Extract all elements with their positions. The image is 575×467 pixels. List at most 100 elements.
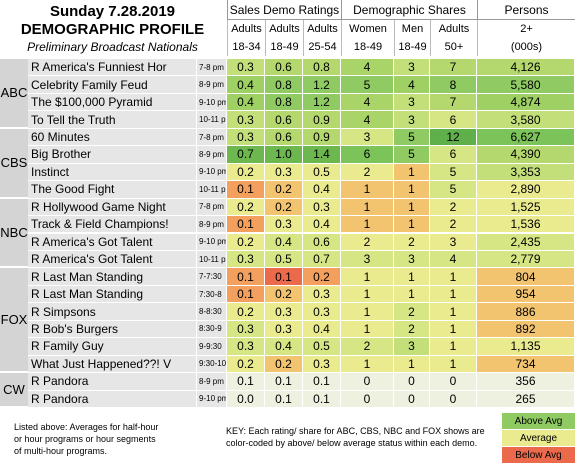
rating-cell: 0.2 [227,233,265,251]
rating-cell: 0.4 [265,338,303,356]
air-time: 7-8 pm [197,198,227,217]
show-name: R America's Got Talent [28,250,197,269]
column-header: 18-49 [265,38,303,56]
rating-cell: 1 [394,216,430,234]
air-time: 9-10 pm [197,390,227,408]
rating-cell: 0.1 [303,390,341,408]
rating-cell: 0.3 [265,163,303,182]
rating-cell: 0.2 [265,355,303,374]
show-name: R America's Funniest Hor [28,59,197,77]
air-time: 7-8 pm [197,128,227,147]
rating-cell: 1,135 [477,338,575,356]
rating-cell: 6 [341,146,394,164]
rating-cell: 0.8 [265,93,303,112]
rating-cell: 2,779 [477,250,575,269]
title: Sunday 7.28.2019 [49,2,176,20]
subtitle: DEMOGRAPHIC PROFILE [20,20,205,38]
rating-cell: 0.2 [227,355,265,374]
rating-cell: 0.3 [227,59,265,77]
rating-cell: 5 [430,163,477,182]
rating-cell: 0.9 [303,128,341,147]
rating-cell: 0.5 [303,338,341,356]
rating-cell: 0 [394,373,430,391]
rating-cell: 7 [430,93,477,112]
rating-cell: 5,580 [477,76,575,94]
air-time: 7-8 pm [197,59,227,77]
column-header: 18-49 [341,38,394,56]
rating-cell: 6 [430,111,477,129]
rating-cell: 5 [341,76,394,94]
rating-cell: 2 [394,303,430,321]
rating-cell: 0.2 [227,198,265,217]
show-name: The $100,000 Pyramid [28,93,197,112]
show-name: R Last Man Standing [28,285,197,304]
rating-cell: 1 [341,216,394,234]
rating-cell: 1.2 [303,76,341,94]
air-time: 9-10 pm [197,93,227,112]
column-group: Sales Demo Ratings [227,0,341,20]
rating-cell: 0.3 [303,198,341,217]
rating-cell: 0.0 [227,390,265,408]
rating-cell: 0.1 [265,268,303,286]
show-name: R America's Got Talent [28,233,197,251]
air-time: 9:30-10 [197,355,227,374]
show-name: R Bob's Burgers [28,320,197,339]
rating-cell: 2,890 [477,181,575,199]
column-header: Men [394,20,430,38]
rating-cell: 1 [394,285,430,304]
show-name: R Family Guy [28,338,197,356]
rating-cell: 0.1 [265,390,303,408]
rating-cell: 0.4 [227,93,265,112]
rating-cell: 0.1 [227,216,265,234]
show-name: Instinct [28,163,197,182]
rating-cell: 0 [341,373,394,391]
rating-cell: 6 [430,146,477,164]
rating-cell: 5 [394,146,430,164]
rating-cell: 1 [430,355,477,374]
rating-cell: 0.3 [303,355,341,374]
rating-cell: 12 [430,128,477,147]
rating-cell: 0.2 [227,163,265,182]
rating-cell: 0.5 [265,250,303,269]
rating-cell: 1 [394,355,430,374]
rating-cell: 1 [341,268,394,286]
show-name: R Pandora [28,373,197,391]
rating-cell: 1 [394,198,430,217]
rating-cell: 6,627 [477,128,575,147]
rating-cell: 1.0 [265,146,303,164]
air-time: 8-8:30 [197,303,227,321]
rating-cell: 1 [341,303,394,321]
rating-cell: 356 [477,373,575,391]
rating-cell: 3,580 [477,111,575,129]
air-time: 8-9 pm [197,216,227,234]
rating-cell: 3,353 [477,163,575,182]
rating-cell: 4 [341,59,394,77]
show-name: R Hollywood Game Night [28,198,197,217]
rating-cell: 0.4 [265,233,303,251]
show-name: R Pandora [28,390,197,408]
rating-cell: 1.2 [303,93,341,112]
air-time: 7:30-8 [197,285,227,304]
rating-cell: 1.4 [303,146,341,164]
rating-cell: 2 [394,320,430,339]
rating-cell: 1 [341,320,394,339]
rating-cell: 2 [430,198,477,217]
show-name: What Just Happened??! V [28,355,197,374]
column-header: 25-54 [303,38,341,56]
rating-cell: 1 [341,355,394,374]
rating-cell: 0 [394,390,430,408]
rating-cell: 2 [430,216,477,234]
rating-cell: 3 [394,93,430,112]
rating-cell: 0.3 [265,320,303,339]
column-header: 18-34 [227,38,265,56]
air-time: 8-9 pm [197,76,227,94]
show-name: Celebrity Family Feud [28,76,197,94]
rating-cell: 0.6 [303,233,341,251]
rating-cell: 0.3 [265,216,303,234]
air-time: 9-10 pm [197,233,227,251]
rating-cell: 4,874 [477,93,575,112]
rating-cell: 2 [341,338,394,356]
rating-cell: 4,126 [477,59,575,77]
rating-cell: 265 [477,390,575,408]
rating-cell: 0.6 [265,128,303,147]
